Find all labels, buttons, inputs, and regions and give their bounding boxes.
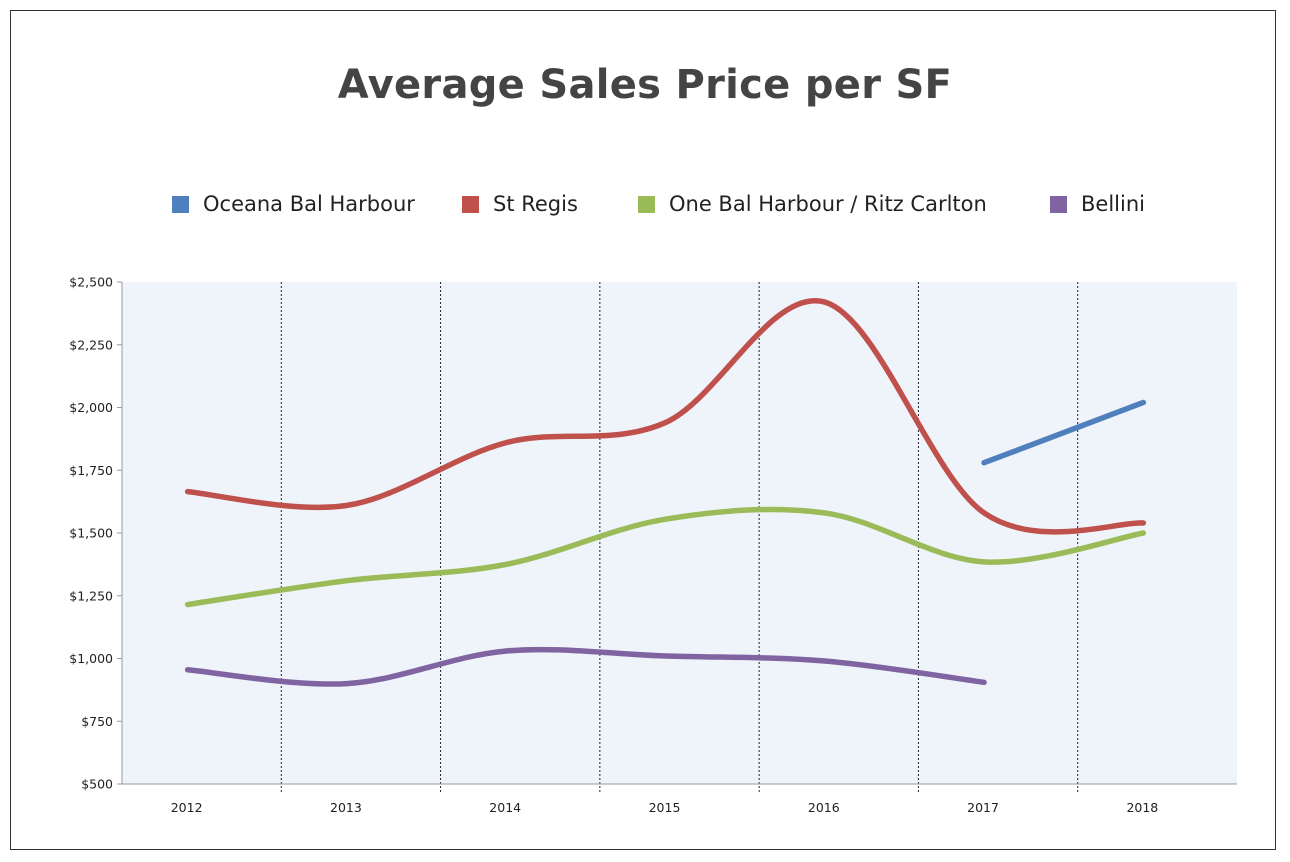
legend-label-one-bal-harbour: One Bal Harbour / Ritz Carlton <box>669 192 987 216</box>
y-tick-label: $2,500 <box>69 275 113 290</box>
legend-swatch-st-regis <box>462 195 479 213</box>
series-line-one-bal-harbour-ritz-carlton <box>184 506 1147 608</box>
legend-label-bellini: Bellini <box>1081 192 1145 216</box>
y-tick-label: $1,000 <box>69 651 113 666</box>
legend-item-one-bal-harbour: One Bal Harbour / Ritz Carlton <box>638 192 987 216</box>
legend-item-oceana: Oceana Bal Harbour <box>172 192 415 216</box>
y-tick-label: $2,250 <box>69 337 113 352</box>
legend-swatch-one-bal-harbour <box>638 195 655 213</box>
legend: Oceana Bal Harbour St Regis One Bal Harb… <box>0 192 1290 224</box>
legend-item-bellini: Bellini <box>1050 192 1145 216</box>
y-tick-label: $1,750 <box>69 463 113 478</box>
legend-label-oceana: Oceana Bal Harbour <box>203 192 415 216</box>
y-tick-label: $2,000 <box>69 400 113 415</box>
x-tick-label: 2014 <box>489 800 521 815</box>
legend-swatch-bellini <box>1050 195 1067 213</box>
chart-title: Average Sales Price per SF <box>337 62 953 108</box>
series-line-oceana-bal-harbour <box>981 399 1147 466</box>
legend-item-st-regis: St Regis <box>462 192 578 216</box>
y-tick-label: $500 <box>81 777 113 792</box>
x-tick-label: 2015 <box>649 800 681 815</box>
x-tick-label: 2013 <box>330 800 362 815</box>
x-tick-label: 2016 <box>808 800 840 815</box>
y-tick-label: $750 <box>81 714 113 729</box>
x-tick-label: 2017 <box>967 800 999 815</box>
axes: $500 $750 $1,000 $1,250 $1,500 $1,750 $2,000 $2… <box>69 275 1237 815</box>
y-tick-label: $1,500 <box>69 526 113 541</box>
legend-swatch-oceana <box>172 195 189 213</box>
x-tick-label: 2012 <box>171 800 203 815</box>
y-tick-label: $1,250 <box>69 588 113 603</box>
series-line-bellini <box>184 646 987 687</box>
legend-label-st-regis: St Regis <box>493 192 578 216</box>
x-tick-label: 2018 <box>1126 800 1158 815</box>
series-line-st-regis <box>184 297 1147 535</box>
grid-lines <box>280 282 1079 792</box>
series-lines <box>184 297 1147 687</box>
